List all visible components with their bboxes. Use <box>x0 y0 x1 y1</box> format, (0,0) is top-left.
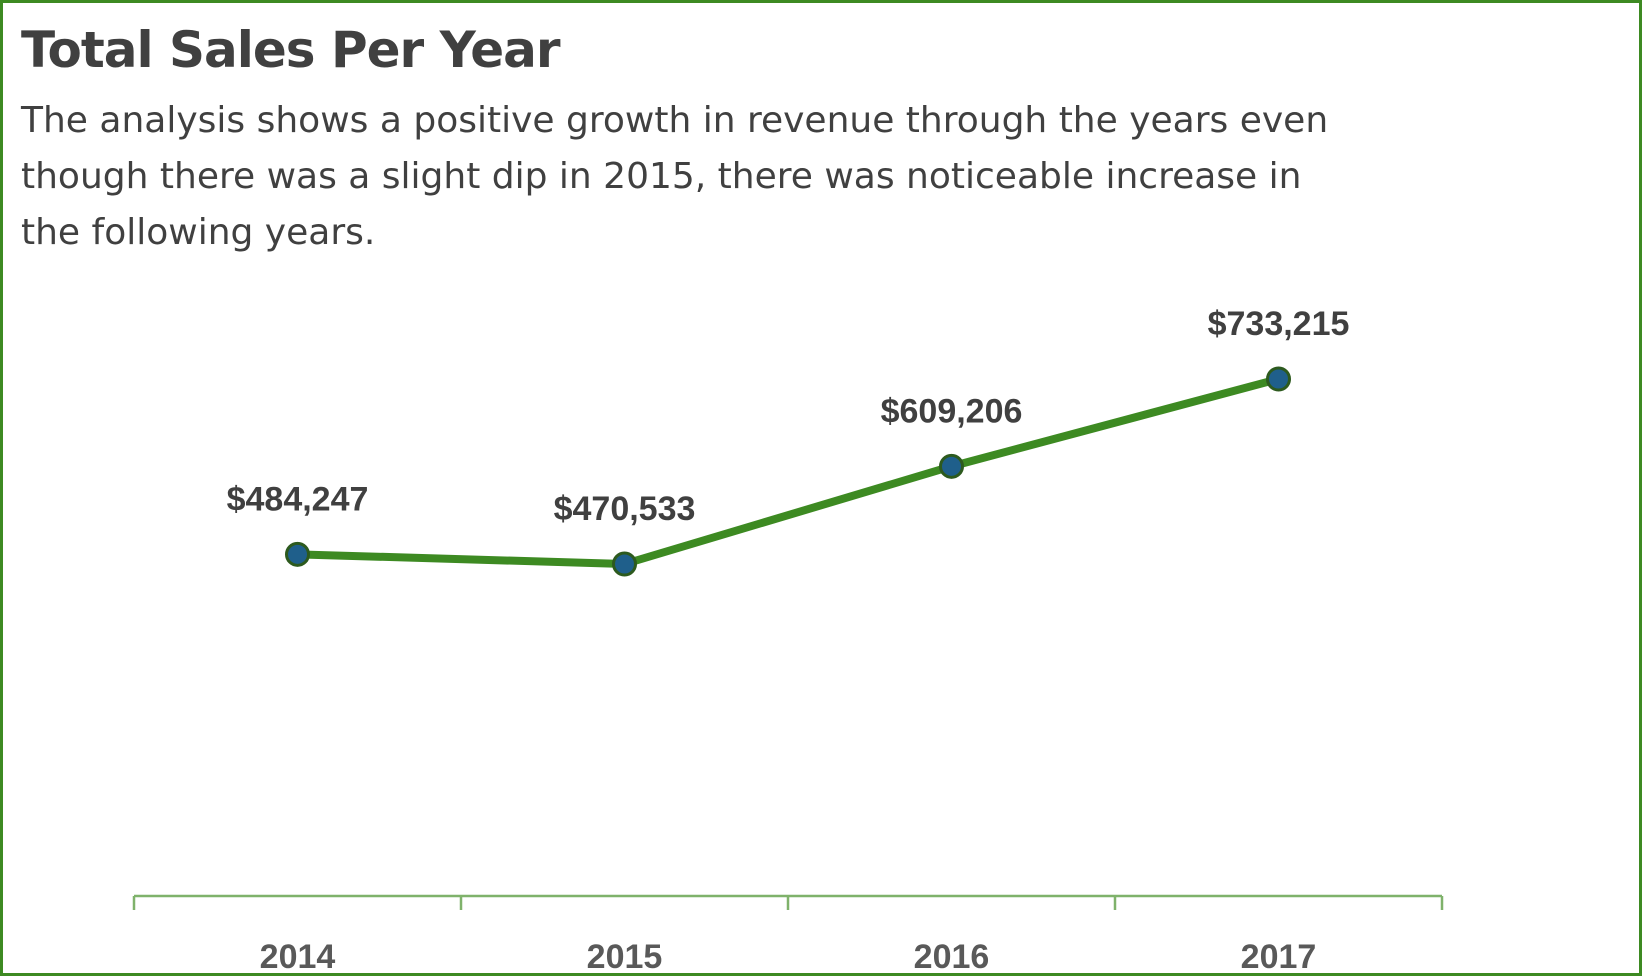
x-tick-labels: 2014 2015 2016 2017 <box>260 938 1317 973</box>
data-point-2015 <box>612 551 637 577</box>
data-point-2014 <box>285 541 310 567</box>
data-label-2016: $609,206 <box>881 392 1023 430</box>
x-tick-label-2015: 2015 <box>587 938 663 973</box>
x-tick-label-2014: 2014 <box>260 938 336 973</box>
series-markers <box>285 366 1291 577</box>
x-tick-label-2017: 2017 <box>1241 938 1317 973</box>
series-line <box>293 375 1283 568</box>
line-chart: $484,247 $470,533$609,206$733,215 2014 201… <box>132 305 1444 973</box>
x-tick-label-2016: 2016 <box>914 938 990 973</box>
series-line-layer <box>293 375 1283 568</box>
data-label-2015: $470,533 <box>554 490 696 528</box>
data-point-2017 <box>1266 366 1291 392</box>
data-labels: $484,247 $470,533 $609,206 $733,215 <box>227 305 1350 528</box>
chart-title: Total Sales Per Year <box>21 21 561 79</box>
chart-subtitle: The analysis shows a positive growth in … <box>21 100 1329 253</box>
x-axis <box>132 894 1444 910</box>
data-point-2016 <box>939 453 964 479</box>
data-label-2014: $484,247 <box>227 480 369 518</box>
data-label-2017: $733,215 <box>1208 305 1350 343</box>
